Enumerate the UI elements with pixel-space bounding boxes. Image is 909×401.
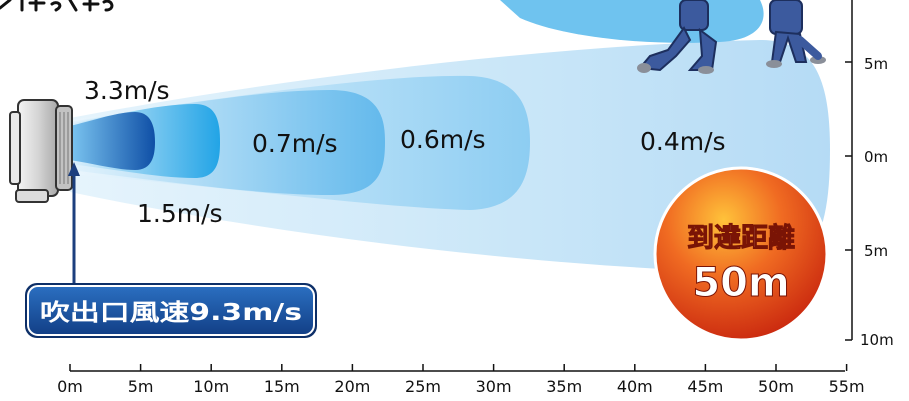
x-tick-label: 55m bbox=[829, 377, 865, 396]
x-tick-label: 50m bbox=[758, 377, 794, 396]
x-tick-label: 5m bbox=[128, 377, 154, 396]
x-tick-label: 40m bbox=[617, 377, 653, 396]
outlet-speed-badge: 吹出口風速9.3m/s bbox=[25, 283, 317, 338]
reach-title: 到達距離 bbox=[687, 222, 795, 254]
x-tick-label: 45m bbox=[687, 377, 723, 396]
speed-label-1_5: 1.5m/s bbox=[137, 199, 223, 228]
x-tick-label: 30m bbox=[476, 377, 512, 396]
speed-label-3_3: 3.3m/s bbox=[84, 76, 170, 105]
x-tick-label: 10m bbox=[193, 377, 229, 396]
speed-label-0_4: 0.4m/s bbox=[640, 127, 726, 156]
worker-left bbox=[637, 0, 718, 74]
speed-label-0_7: 0.7m/s bbox=[252, 129, 338, 158]
airflow-blob-top bbox=[500, 0, 764, 43]
y-tick-label: 5m bbox=[864, 242, 888, 260]
x-tick-label: 35m bbox=[546, 377, 582, 396]
y-tick-label: 5m bbox=[864, 55, 888, 73]
x-axis-ticks: 0m 5m 10m 15m 20m 25m 30m 35m 40m 45m 50m 55m bbox=[57, 364, 865, 396]
x-tick-label: 25m bbox=[405, 377, 441, 396]
outlet-speed-text: 吹出口風速9.3m/s bbox=[40, 299, 302, 326]
reach-distance: 50m bbox=[692, 260, 789, 306]
x-tick-label: 0m bbox=[57, 377, 83, 396]
y-tick-label: 10m bbox=[860, 331, 894, 349]
y-axis bbox=[845, 0, 853, 341]
outlet-pointer-arrow bbox=[68, 162, 80, 176]
reach-distance-burst: 到達距離 50m bbox=[653, 166, 829, 342]
y-tick-label: 0m bbox=[864, 148, 888, 166]
worker-right bbox=[766, 0, 826, 68]
fan-unit bbox=[9, 99, 73, 203]
x-tick-label: 20m bbox=[334, 377, 370, 396]
x-tick-label: 15m bbox=[264, 377, 300, 396]
airflow-zone-3_3 bbox=[70, 112, 155, 170]
speed-label-0_6: 0.6m/s bbox=[400, 125, 486, 154]
headline-fragment bbox=[0, 0, 114, 12]
